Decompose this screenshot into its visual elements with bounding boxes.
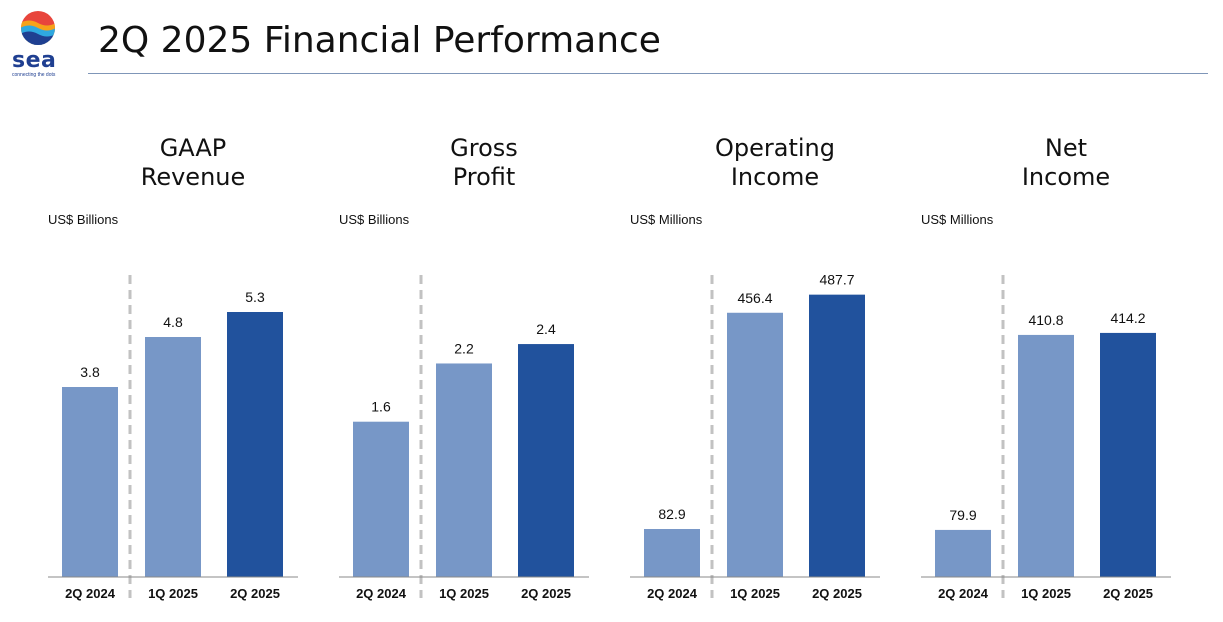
sea-logo	[12, 8, 64, 80]
chart-gross-profit: Gross Profit US$ Billions 1.6 2Q 2024 2.2 1Q…	[339, 130, 629, 610]
bar-1	[436, 363, 492, 577]
data-label: 79.9	[949, 507, 976, 523]
bar-0	[62, 387, 118, 577]
x-tick-label: 2Q 2024	[647, 586, 698, 601]
data-label: 487.7	[819, 272, 854, 288]
chart-unit: US$ Billions	[48, 212, 119, 227]
x-tick-label: 1Q 2025	[439, 586, 489, 601]
chart-operating-income: Operating Income US$ Millions 82.9 2Q 2024…	[630, 130, 920, 610]
chart-plot: 1.6 2Q 2024 2.2 1Q 2025 2.4 2Q 2025	[339, 275, 589, 601]
chart-title: Operating Income	[715, 134, 835, 191]
data-label: 456.4	[737, 290, 772, 306]
x-tick-label: 2Q 2025	[230, 586, 280, 601]
bar-0	[644, 529, 700, 577]
data-label: 3.8	[80, 364, 100, 380]
sea-logo-icon	[21, 11, 55, 45]
chart-plot: 3.8 2Q 2024 4.8 1Q 2025 5.3 2Q 2025	[48, 275, 298, 601]
chart-gaap-revenue: GAAP Revenue US$ Billions 3.8 2Q 2024 4.8 1Q…	[48, 130, 338, 610]
brand-name: sea	[12, 48, 57, 73]
title-rule	[88, 73, 1208, 74]
chart-title: Gross Profit	[450, 134, 518, 191]
chart-unit: US$ Millions	[921, 212, 994, 227]
x-tick-label: 2Q 2024	[356, 586, 407, 601]
bar-0	[935, 529, 991, 577]
brand-tagline: connecting the dots	[12, 72, 56, 78]
x-tick-label: 2Q 2024	[65, 586, 116, 601]
bar-1	[145, 337, 201, 577]
x-tick-label: 2Q 2025	[521, 586, 571, 601]
data-label: 410.8	[1028, 312, 1063, 328]
chart-title: GAAP Revenue	[140, 134, 246, 191]
chart-plot: 79.9 2Q 2024 410.8 1Q 2025 414.2 2Q 2025	[921, 275, 1171, 601]
chart-plot: 82.9 2Q 2024 456.4 1Q 2025 487.7 2Q 2025	[630, 272, 880, 601]
x-tick-label: 1Q 2025	[730, 586, 780, 601]
bar-2	[809, 294, 865, 577]
chart-unit: US$ Billions	[339, 212, 410, 227]
bar-2	[518, 344, 574, 577]
x-tick-label: 1Q 2025	[1021, 586, 1071, 601]
x-tick-label: 1Q 2025	[148, 586, 198, 601]
bar-2	[1100, 332, 1156, 577]
data-label: 4.8	[163, 314, 183, 330]
chart-title: Net Income	[1021, 134, 1111, 191]
chart-unit: US$ Millions	[630, 212, 703, 227]
bar-1	[1018, 334, 1074, 577]
x-tick-label: 2Q 2025	[812, 586, 862, 601]
chart-net-income: Net Income US$ Millions 79.9 2Q 2024 410.8 1…	[921, 130, 1211, 610]
page-title: 2Q 2025 Financial Performance	[98, 20, 661, 61]
x-tick-label: 2Q 2025	[1103, 586, 1153, 601]
data-label: 5.3	[245, 289, 265, 305]
bar-1	[727, 312, 783, 577]
data-label: 82.9	[658, 506, 685, 522]
data-label: 414.2	[1110, 310, 1145, 326]
x-tick-label: 2Q 2024	[938, 586, 989, 601]
bar-0	[353, 421, 409, 577]
data-label: 1.6	[371, 399, 391, 415]
bar-2	[227, 312, 283, 577]
data-label: 2.2	[454, 340, 474, 356]
data-label: 2.4	[536, 321, 556, 337]
